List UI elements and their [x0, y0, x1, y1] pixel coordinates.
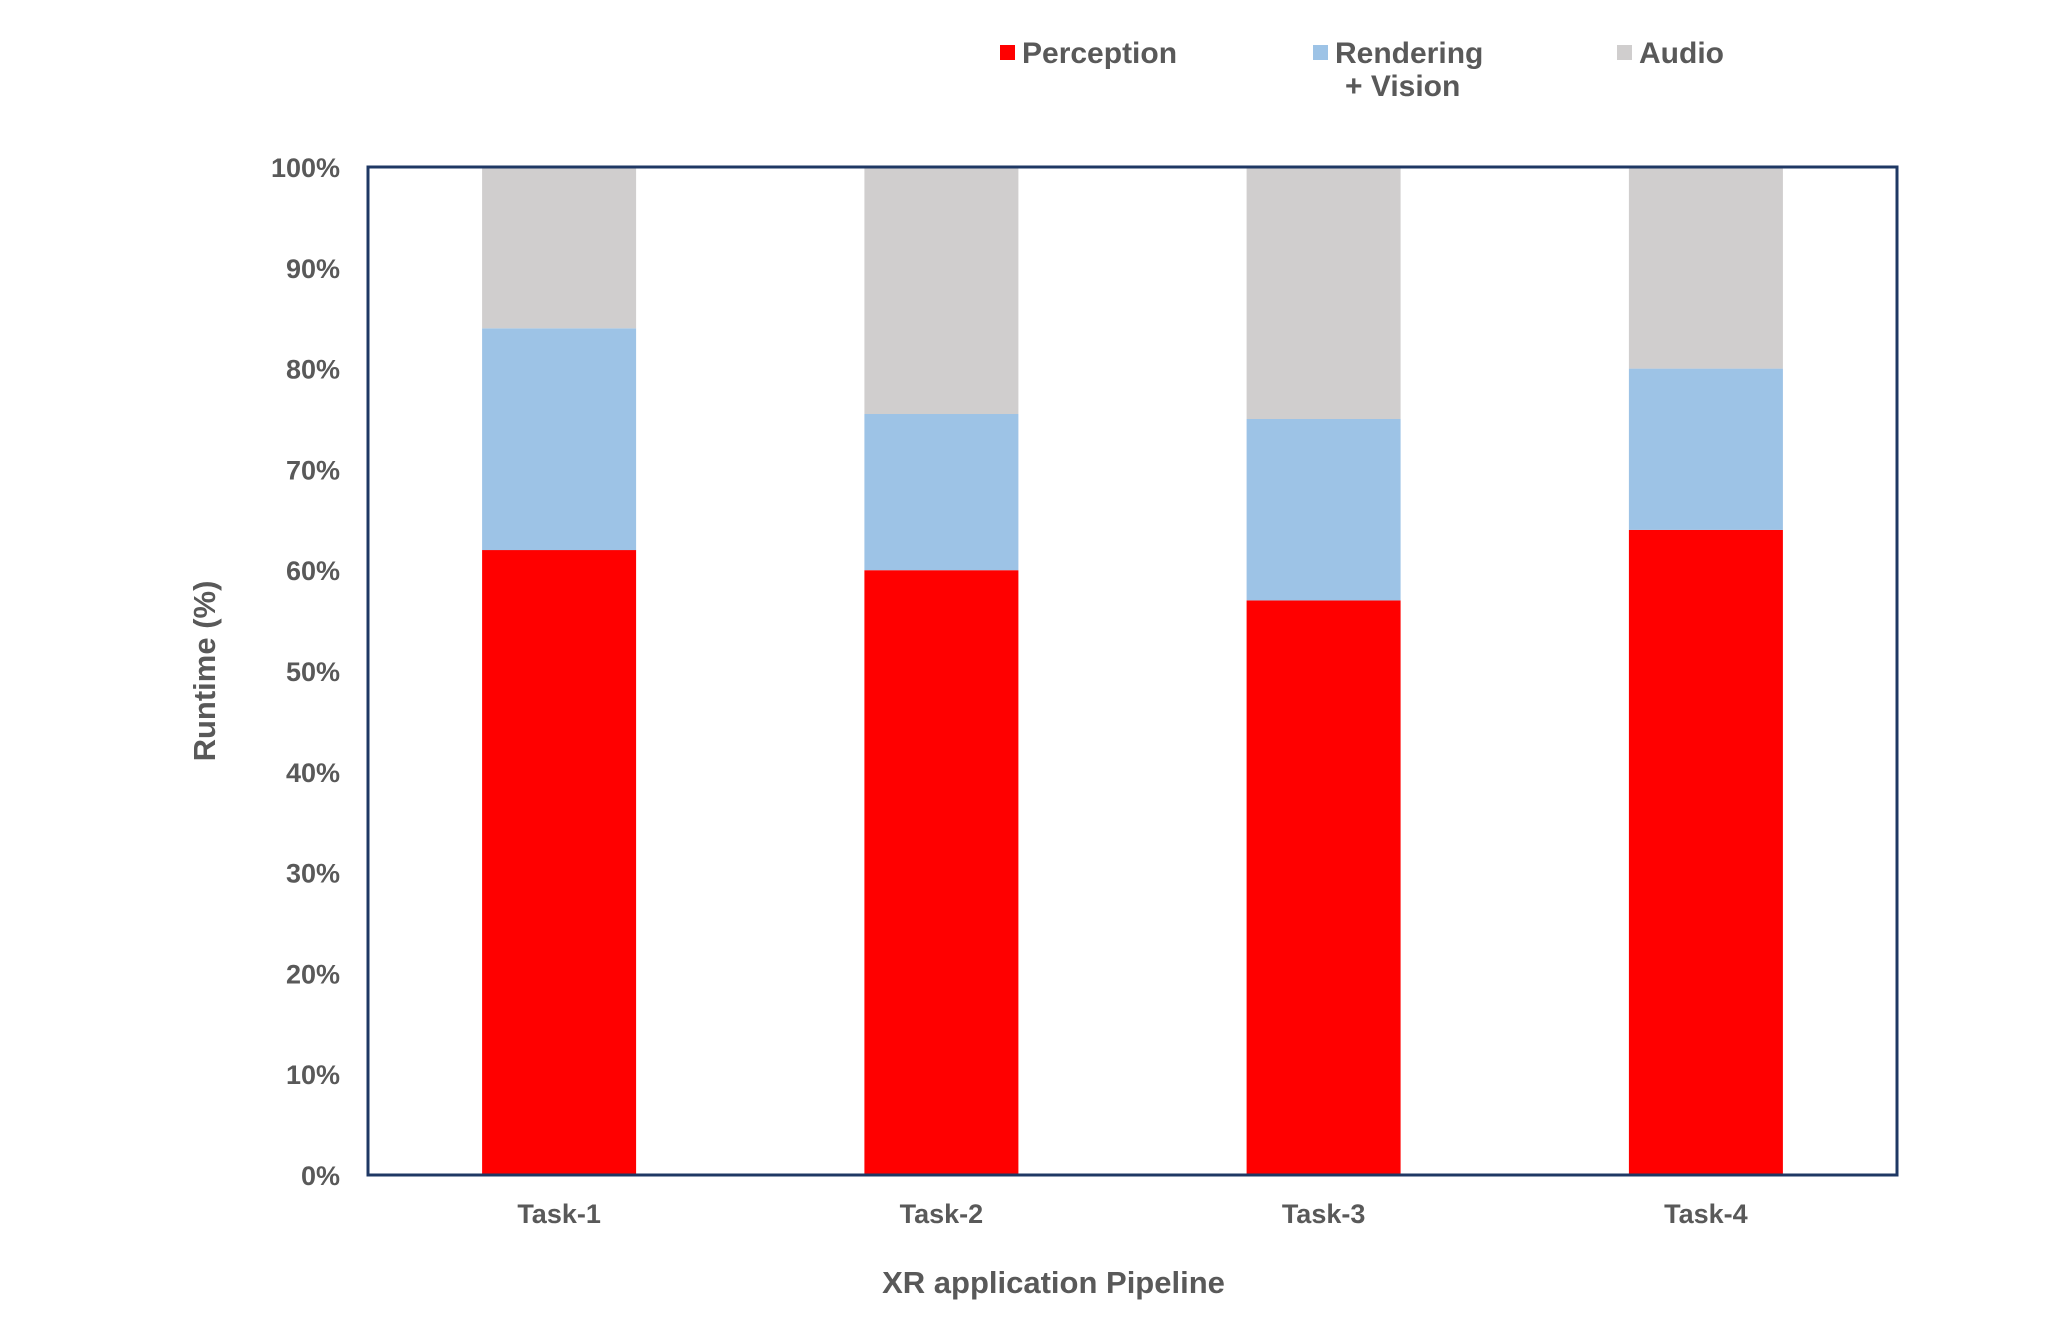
y-axis-ticks: 0% 10% 20% 30% 40% 50% 60% 70% 80% 90% 100%: [271, 153, 340, 1191]
bar-task-4-perception: [1628, 529, 1783, 1175]
legend-label: Rendering: [1335, 37, 1483, 70]
bar-task-1-rendering-vision: [482, 328, 637, 551]
y-tick-label: 90%: [286, 254, 340, 284]
x-axis-title: XR application Pipeline: [882, 1265, 1225, 1300]
bars-layer: [482, 167, 1783, 1175]
y-tick-label: 100%: [271, 153, 340, 183]
bar-task-1-audio: [482, 167, 637, 329]
y-tick-label: 20%: [286, 959, 340, 989]
y-tick-label: 70%: [286, 455, 340, 485]
y-tick-label: 30%: [286, 859, 340, 889]
legend-label: Perception: [1022, 37, 1177, 70]
y-tick-label: 60%: [286, 556, 340, 586]
plot-area-frame: [366, 165, 1899, 1177]
legend-swatch: [1000, 45, 1015, 60]
bar-task-2-audio: [864, 167, 1019, 414]
legend-swatch: [1313, 45, 1328, 60]
bar-task-2-rendering-vision: [864, 414, 1019, 571]
x-tick-label: Task-2: [900, 1199, 984, 1229]
y-tick-label: 50%: [286, 657, 340, 687]
y-tick-label: 10%: [286, 1060, 340, 1090]
legend: Perception Rendering+ Vision Audio: [1000, 37, 1724, 103]
x-tick-label: Task-1: [517, 1199, 601, 1229]
bar-task-4-audio: [1628, 167, 1783, 369]
x-axis-ticks: Task-1 Task-2 Task-3 Task-4: [517, 1199, 1747, 1229]
y-tick-label: 80%: [286, 355, 340, 385]
bar-task-1-perception: [482, 550, 637, 1175]
bar-task-3-rendering-vision: [1246, 419, 1401, 601]
y-axis-title: Runtime (%): [187, 581, 222, 762]
bar-task-3-perception: [1246, 600, 1401, 1175]
bar-task-4-rendering-vision: [1628, 368, 1783, 530]
x-tick-label: Task-3: [1282, 1199, 1366, 1229]
legend-swatch: [1617, 45, 1632, 60]
x-tick-label: Task-4: [1664, 1199, 1748, 1229]
y-tick-label: 0%: [301, 1161, 340, 1191]
legend-label: + Vision: [1345, 70, 1460, 103]
y-tick-label: 40%: [286, 758, 340, 788]
legend-label: Audio: [1639, 37, 1724, 70]
bar-task-3-audio: [1246, 167, 1401, 419]
bar-task-2-perception: [864, 570, 1019, 1175]
